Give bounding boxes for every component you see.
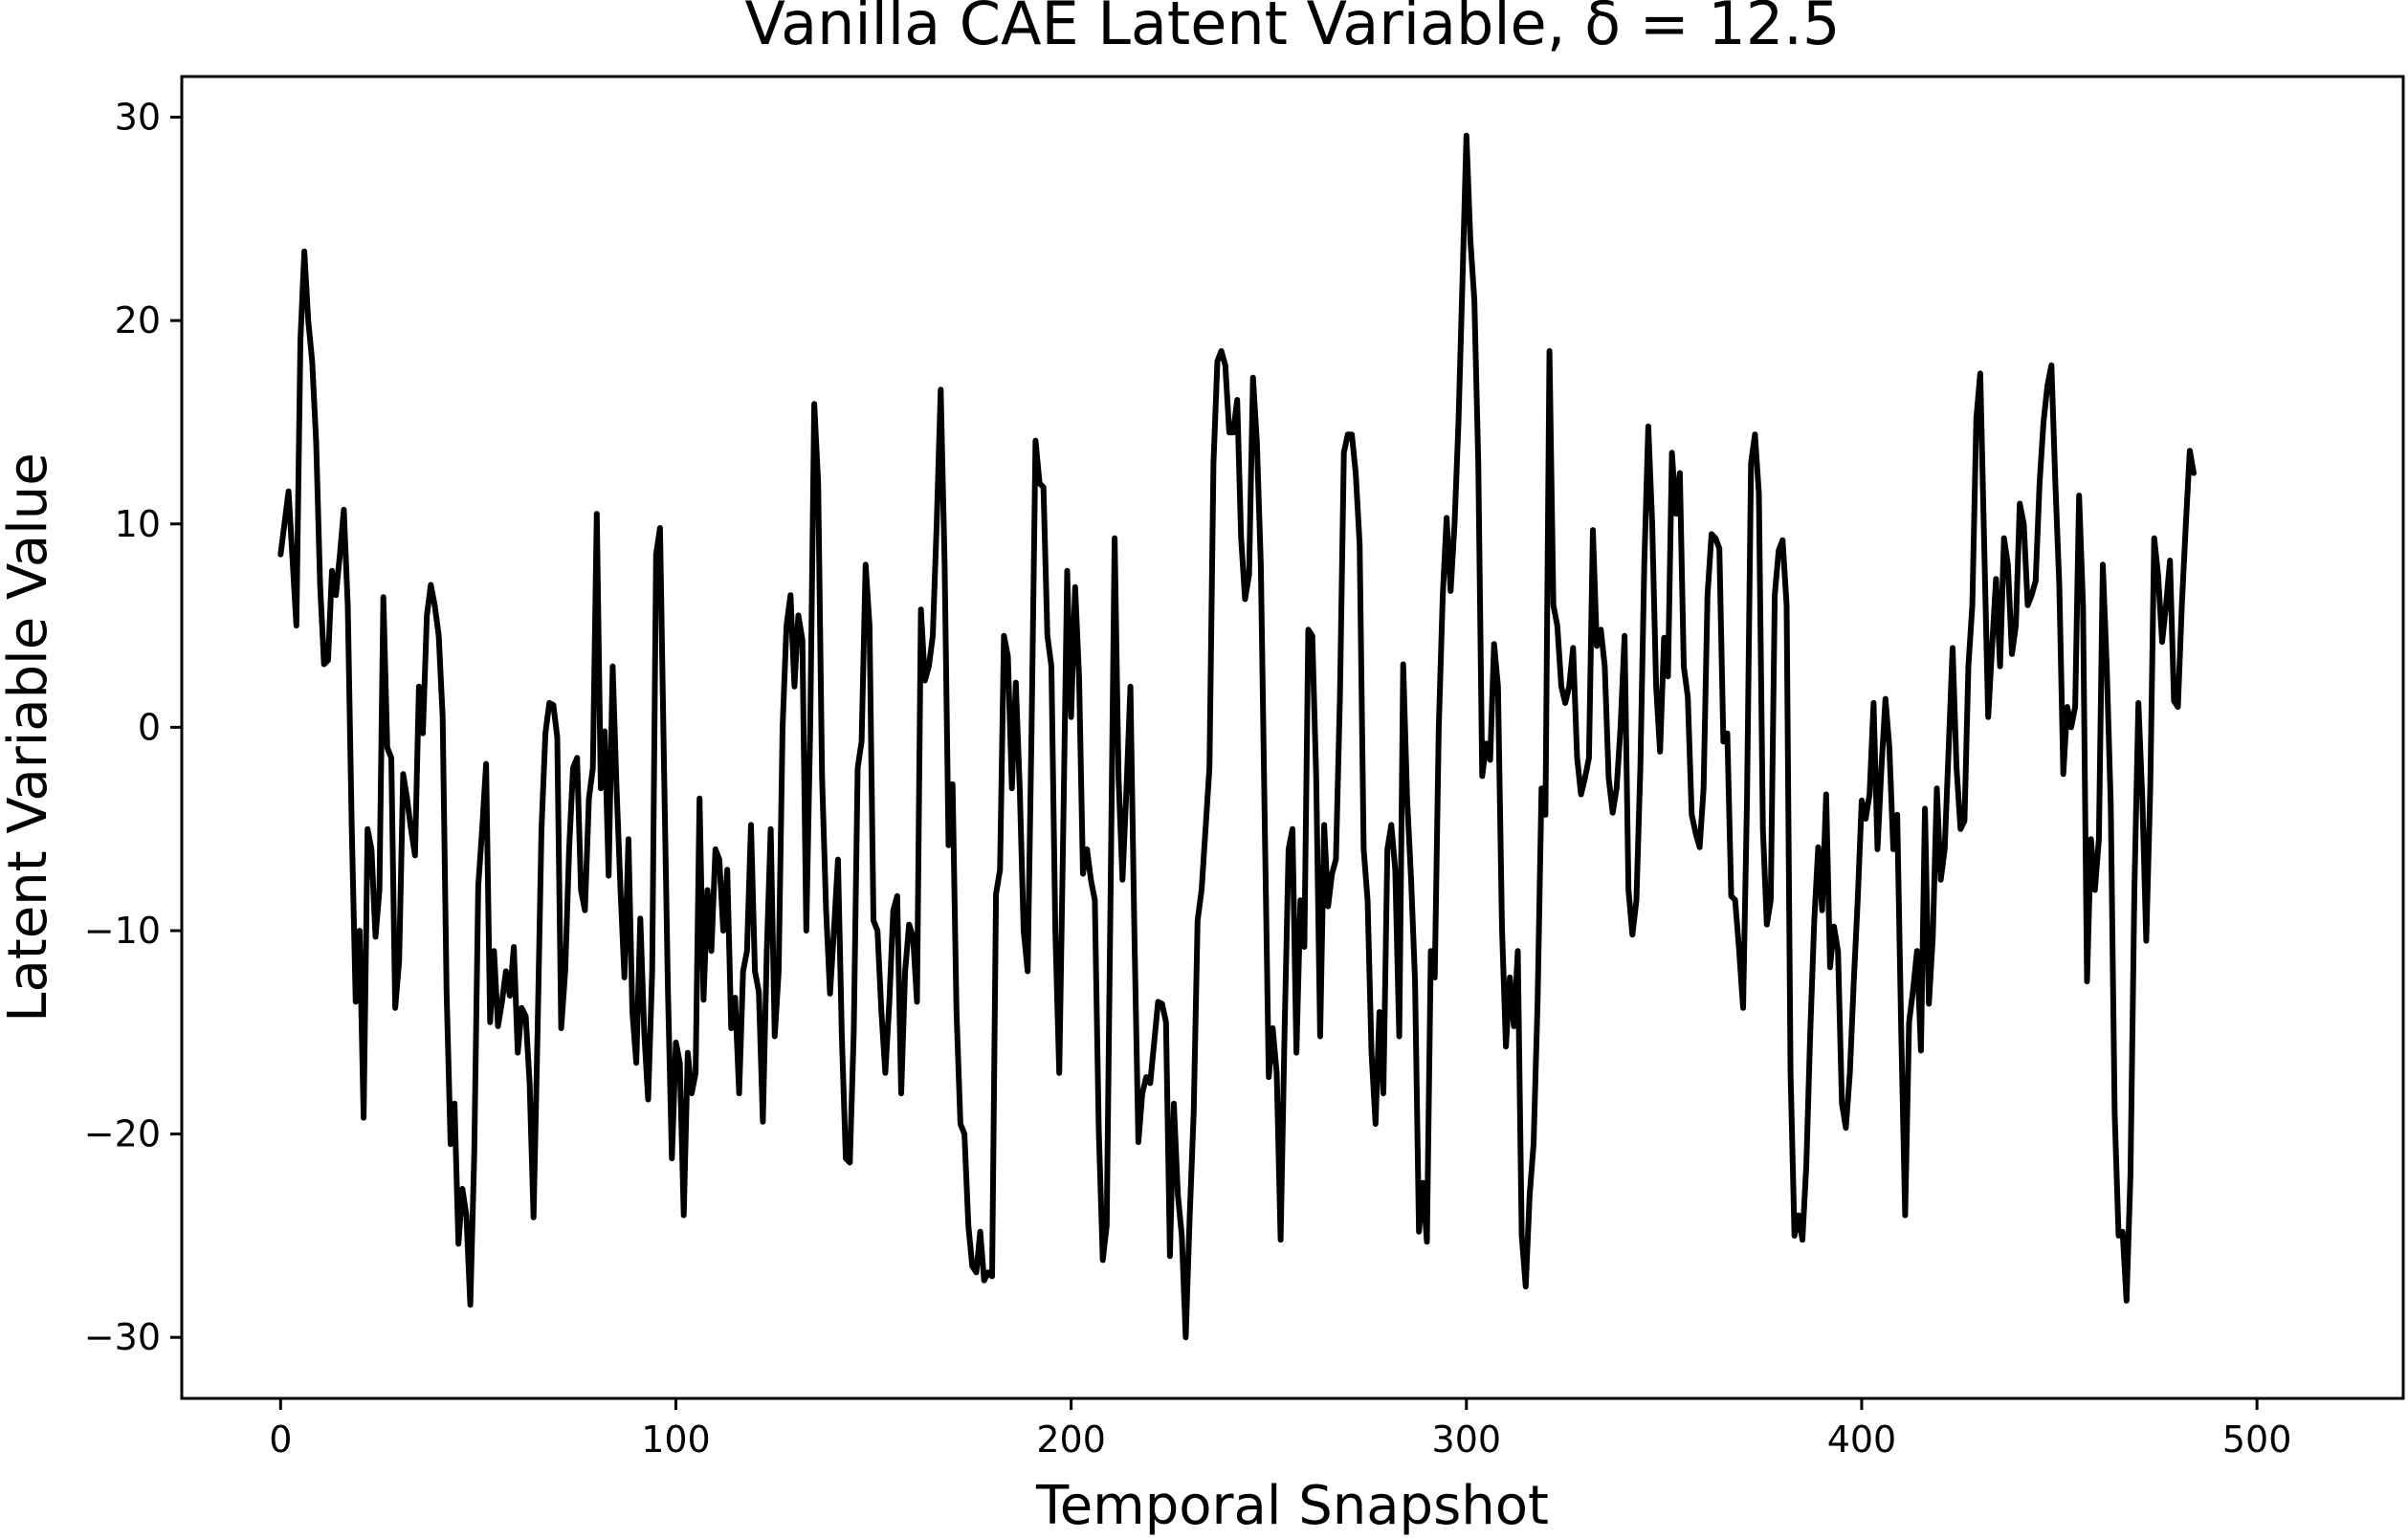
- y-axis: −30 −20 −10 0 10 20 30: [84, 97, 182, 1358]
- y-tick-label: −20: [84, 1113, 161, 1155]
- y-tick-label: 30: [115, 97, 161, 139]
- x-tick-label: 100: [641, 1418, 711, 1461]
- x-tick-label: 500: [2222, 1418, 2292, 1461]
- y-tick-label: −10: [84, 910, 161, 952]
- y-axis-label: Latent Variable Value: [0, 452, 59, 1022]
- x-tick-label: 400: [1827, 1418, 1897, 1461]
- y-tick-label: 0: [138, 706, 161, 748]
- y-tick-label: 20: [115, 299, 161, 341]
- plot-area: [180, 75, 2405, 1400]
- chart-title: Vanilla CAE Latent Variable, δ = 12.5: [745, 0, 1841, 58]
- x-axis: 0 100 200 300 400 500: [269, 1398, 2291, 1461]
- x-tick-label: 300: [1432, 1418, 1502, 1461]
- x-tick-label: 0: [269, 1418, 292, 1461]
- x-axis-label: Temporal Snapshot: [1035, 1475, 1549, 1537]
- y-tick-label: 10: [115, 503, 161, 545]
- x-tick-label: 200: [1036, 1418, 1106, 1461]
- series-line: [277, 132, 2197, 1341]
- y-tick-label: −30: [84, 1316, 161, 1358]
- plot-frame: [180, 75, 2405, 1400]
